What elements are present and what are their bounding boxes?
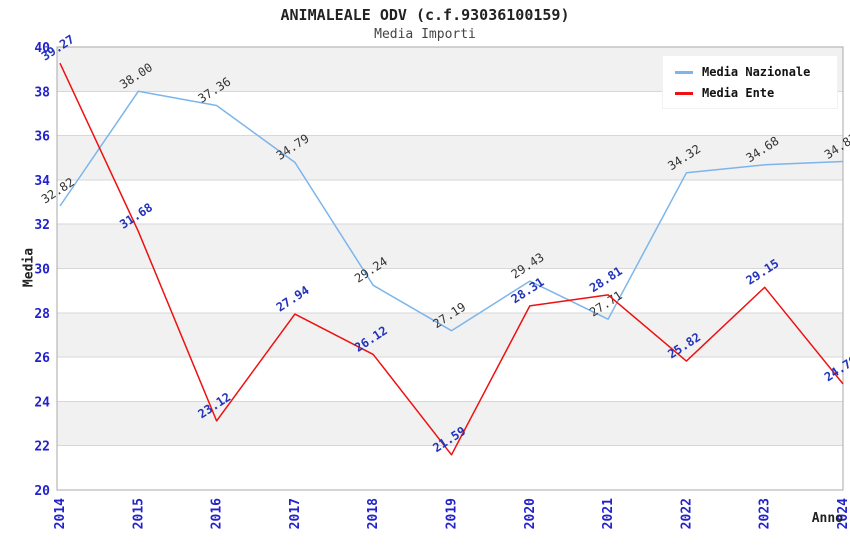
legend-item-media-ente: Media Ente <box>675 86 827 100</box>
y-tick-label: 24 <box>34 395 50 410</box>
y-tick-label: 26 <box>34 351 50 366</box>
plot-band <box>57 179 843 225</box>
legend-item-media-nazionale: Media Nazionale <box>675 65 827 79</box>
plot-band <box>57 268 843 313</box>
x-tick-label: 2020 <box>523 498 538 529</box>
plot-band <box>57 224 843 269</box>
x-tick-label: 2021 <box>601 498 616 529</box>
legend: Media Nazionale Media Ente <box>663 56 837 108</box>
chart-subtitle: Media Importi <box>374 27 476 42</box>
x-tick-label: 2018 <box>366 498 381 529</box>
x-tick-label: 2024 <box>836 498 850 529</box>
legend-label: Media Nazionale <box>702 65 811 79</box>
legend-label: Media Ente <box>702 86 775 100</box>
y-tick-label: 32 <box>34 218 50 233</box>
plot-band <box>57 357 843 402</box>
plot-band <box>57 135 843 180</box>
y-tick-label: 34 <box>34 174 50 189</box>
y-tick-label: 40 <box>34 41 50 56</box>
y-tick-label: 30 <box>34 263 50 278</box>
plot-frame <box>56 46 844 491</box>
series-line-media-ente <box>59 62 844 456</box>
x-tick-label: 2022 <box>679 498 694 529</box>
y-axis-title: Media <box>21 247 37 288</box>
x-tick-label: 2019 <box>445 498 460 529</box>
x-tick-label: 2017 <box>288 498 303 529</box>
legend-line-swatch <box>675 70 693 74</box>
x-tick-label: 2016 <box>210 498 225 529</box>
x-tick-label: 2023 <box>758 498 773 529</box>
y-tick-label: 36 <box>34 130 50 145</box>
series-line-media-nazionale <box>59 90 844 332</box>
x-tick-label: 2015 <box>131 498 146 529</box>
x-tick-label: 2014 <box>53 498 68 529</box>
plot-band <box>57 401 843 446</box>
y-tick-label: 38 <box>34 85 50 100</box>
y-tick-label: 28 <box>34 307 50 322</box>
chart-title: ANIMALEALE ODV (c.f.93036100159) <box>280 6 570 24</box>
y-tick-label: 20 <box>34 484 50 499</box>
legend-line-swatch <box>675 91 693 95</box>
x-axis-title: Anno <box>811 511 843 526</box>
y-tick-label: 22 <box>34 440 50 455</box>
